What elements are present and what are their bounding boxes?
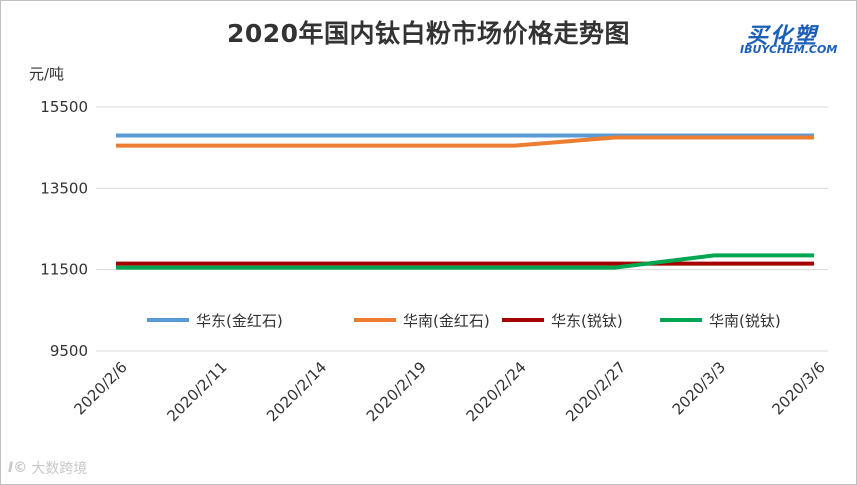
watermark: I© 大数跨境: [8, 458, 87, 478]
x-tick-label-0: 2020/2/6: [70, 358, 130, 418]
logo-en-text: IBUYCHEM.COM: [740, 43, 838, 56]
legend-label-0: 华东(金红石): [196, 312, 283, 330]
x-tick-label-2: 2020/2/14: [263, 358, 330, 425]
legend-label-1: 华南(金红石): [403, 312, 490, 330]
legend-label-2: 华东(锐钛): [551, 312, 623, 330]
x-tick-label-6: 2020/3/3: [669, 358, 729, 418]
x-tick-labels: 2020/2/6 2020/2/11 2020/2/14 2020/2/19 2020/…: [70, 358, 828, 425]
watermark-text: 大数跨境: [31, 461, 88, 477]
chart-title: 2020年国内钛白粉市场价格走势图: [226, 19, 631, 48]
x-tick-label-7: 2020/3/6: [768, 358, 828, 418]
y-tick-label-2: 13500: [40, 179, 88, 197]
y-tick-labels: 9500 11500 13500 15500: [40, 98, 88, 360]
series-lines: [116, 133, 814, 270]
x-tick-label-4: 2020/2/24: [463, 358, 530, 425]
x-tick-label-5: 2020/2/27: [562, 358, 629, 425]
legend-label-3: 华南(锐钛): [709, 312, 781, 330]
y-tick-label-3: 15500: [40, 98, 88, 116]
x-tick-label-1: 2020/2/11: [163, 358, 230, 425]
series-line-1: [116, 135, 814, 148]
x-tick-label-3: 2020/2/19: [363, 358, 430, 425]
y-axis-unit: 元/吨: [29, 65, 65, 83]
y-tick-label-1: 11500: [40, 261, 88, 279]
ibuychem-logo: 买化塑 IBUYCHEM.COM: [738, 18, 854, 60]
y-tick-label-0: 9500: [50, 342, 88, 360]
grid-lines: [96, 106, 828, 352]
watermark-logo-icon: I©: [8, 460, 28, 476]
logo-cn-text: 买化塑: [746, 24, 819, 49]
series-line-3: [116, 253, 814, 270]
legend: 华东(金红石) 华南(金红石) 华东(锐钛) 华南(锐钛): [147, 312, 781, 330]
